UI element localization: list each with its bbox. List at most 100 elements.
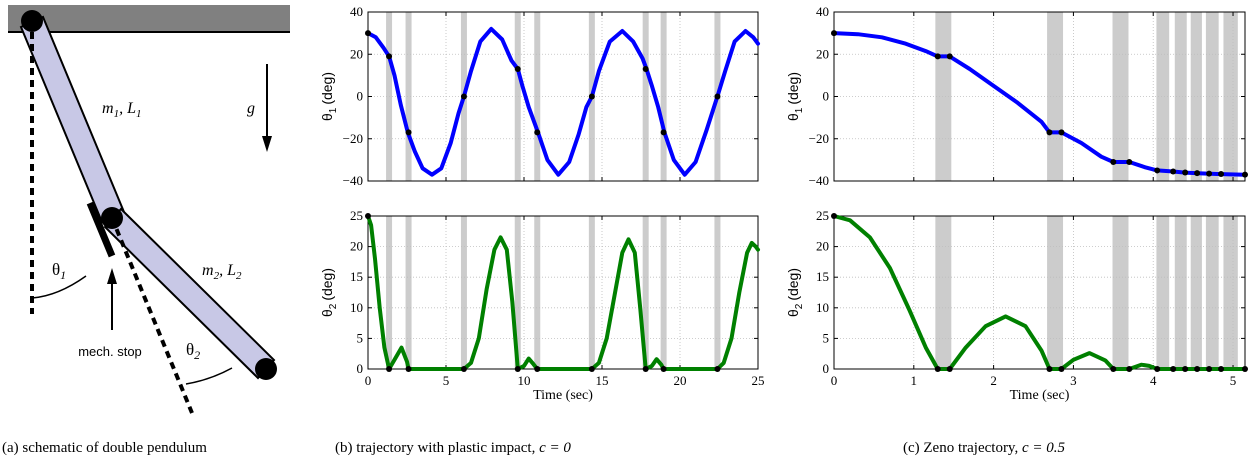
y-label-unit: (deg)	[785, 72, 801, 105]
theta1-symbol: θ	[52, 260, 60, 279]
impact-marker	[642, 66, 649, 73]
impact-marker	[1126, 158, 1133, 165]
impact-marker	[405, 366, 412, 372]
caption-a: (a) schematic of double pendulum	[2, 440, 207, 456]
impact-marker	[386, 366, 393, 372]
impact-band	[642, 216, 649, 369]
mech-stop-label: mech. stop	[78, 344, 142, 359]
impact-marker	[534, 366, 541, 372]
chart-b-theta1: −40 −20 0 20 40 θ1 (deg)	[319, 4, 760, 188]
impact-band	[534, 216, 541, 369]
impact-band	[386, 216, 393, 369]
y-tick-label: 0	[823, 89, 830, 104]
y-label-sub: 1	[328, 107, 339, 113]
theta2-symbol: θ	[186, 340, 194, 359]
x-tick-label: 15	[596, 373, 609, 388]
caption-b-text: (b) trajectory with plastic impact,	[335, 440, 539, 456]
m2-letter: m	[202, 262, 214, 279]
impact-marker	[1058, 129, 1065, 136]
y-tick-label: −20	[343, 131, 363, 146]
start-marker	[365, 213, 371, 219]
L1-sub: 1	[136, 108, 142, 120]
impact-marker	[1194, 366, 1201, 372]
impact-marker	[934, 53, 941, 60]
impact-band	[1156, 216, 1170, 369]
chart-b-theta2: 0 5 10 15 20 25 0 5 10 15 20 25 θ2 (deg) Time (sec)	[319, 208, 765, 403]
y-label-symbol: θ	[785, 113, 801, 121]
impact-marker	[1242, 171, 1248, 178]
start-marker	[831, 213, 837, 219]
x-tick-label: 5	[1230, 373, 1237, 388]
stop-arrow-head	[107, 268, 117, 284]
impact-marker	[588, 93, 595, 100]
impact-band	[1156, 12, 1170, 181]
L2-sub: 2	[236, 270, 242, 282]
y-axis-label: θ1 (deg)	[785, 72, 805, 121]
impact-marker	[460, 366, 467, 372]
y-label-sub: 2	[794, 303, 805, 309]
gravity-arrow-head	[262, 136, 272, 152]
label-m1-L1: m1, L1	[102, 100, 141, 120]
x-tick-label: 20	[674, 373, 687, 388]
impact-marker	[534, 129, 541, 136]
impact-band	[935, 216, 952, 369]
y-tick-label: 5	[823, 330, 830, 345]
impact-marker	[1110, 158, 1117, 165]
caption-c: (c) Zeno trajectory, c = 0.5	[903, 440, 1065, 456]
impact-marker	[1154, 167, 1161, 174]
caption-b: (b) trajectory with plastic impact, c = …	[335, 440, 571, 456]
caption-c-math: c = 0.5	[1022, 440, 1066, 456]
axes-box	[833, 215, 1246, 370]
caption-b-math: c = 0	[539, 440, 571, 456]
y-tick-label: 0	[357, 361, 364, 376]
impact-marker	[660, 366, 667, 372]
gravity-label: g	[247, 100, 255, 117]
plot-background	[368, 216, 758, 369]
impact-band	[1047, 12, 1064, 181]
impact-marker	[1110, 366, 1117, 372]
impact-band	[405, 12, 412, 181]
theta1-label: θ1	[52, 260, 66, 282]
x-axis-label: Time (sec)	[1010, 388, 1070, 403]
impact-band	[642, 12, 649, 181]
impact-band	[460, 216, 467, 369]
impact-band	[405, 216, 412, 369]
schematic-double-pendulum: m1, L1 m2, L2 g θ1 θ2 mech. stop	[8, 5, 290, 414]
impact-band	[660, 216, 667, 369]
impact-marker	[1046, 366, 1053, 372]
mech-stop-plate	[86, 201, 116, 258]
impact-marker	[1182, 169, 1189, 176]
impact-marker	[405, 129, 412, 136]
y-tick-label: 25	[816, 208, 829, 223]
series-line	[366, 26, 760, 177]
L2-letter: L	[226, 262, 236, 279]
impact-band	[1047, 216, 1064, 369]
impact-marker	[386, 53, 393, 60]
theta2-arc	[185, 367, 233, 385]
series-line	[366, 214, 760, 371]
impact-band	[1112, 216, 1129, 369]
end-mass	[255, 358, 277, 380]
impact-band	[1190, 12, 1202, 181]
y-tick-label: −20	[809, 131, 829, 146]
impact-marker	[1046, 129, 1053, 136]
y-tick-label: 5	[357, 330, 364, 345]
y-axis-label: θ2 (deg)	[785, 268, 805, 317]
x-tick-label: 10	[518, 373, 531, 388]
impact-band	[514, 216, 521, 369]
link-1	[19, 15, 126, 224]
impact-band	[588, 216, 595, 369]
impact-marker	[934, 366, 941, 372]
x-tick-label: 0	[365, 373, 372, 388]
impact-marker	[642, 366, 649, 372]
impact-band	[1112, 12, 1129, 181]
impact-band	[1174, 216, 1187, 369]
y-label-unit: (deg)	[319, 72, 335, 105]
impact-marker	[1170, 366, 1177, 372]
impact-band	[660, 12, 667, 181]
y-label-symbol: θ	[785, 309, 801, 317]
x-tick-label: 5	[443, 373, 450, 388]
impact-marker	[660, 129, 667, 136]
pivot-top	[21, 10, 43, 32]
x-tick-label: 1	[911, 373, 918, 388]
